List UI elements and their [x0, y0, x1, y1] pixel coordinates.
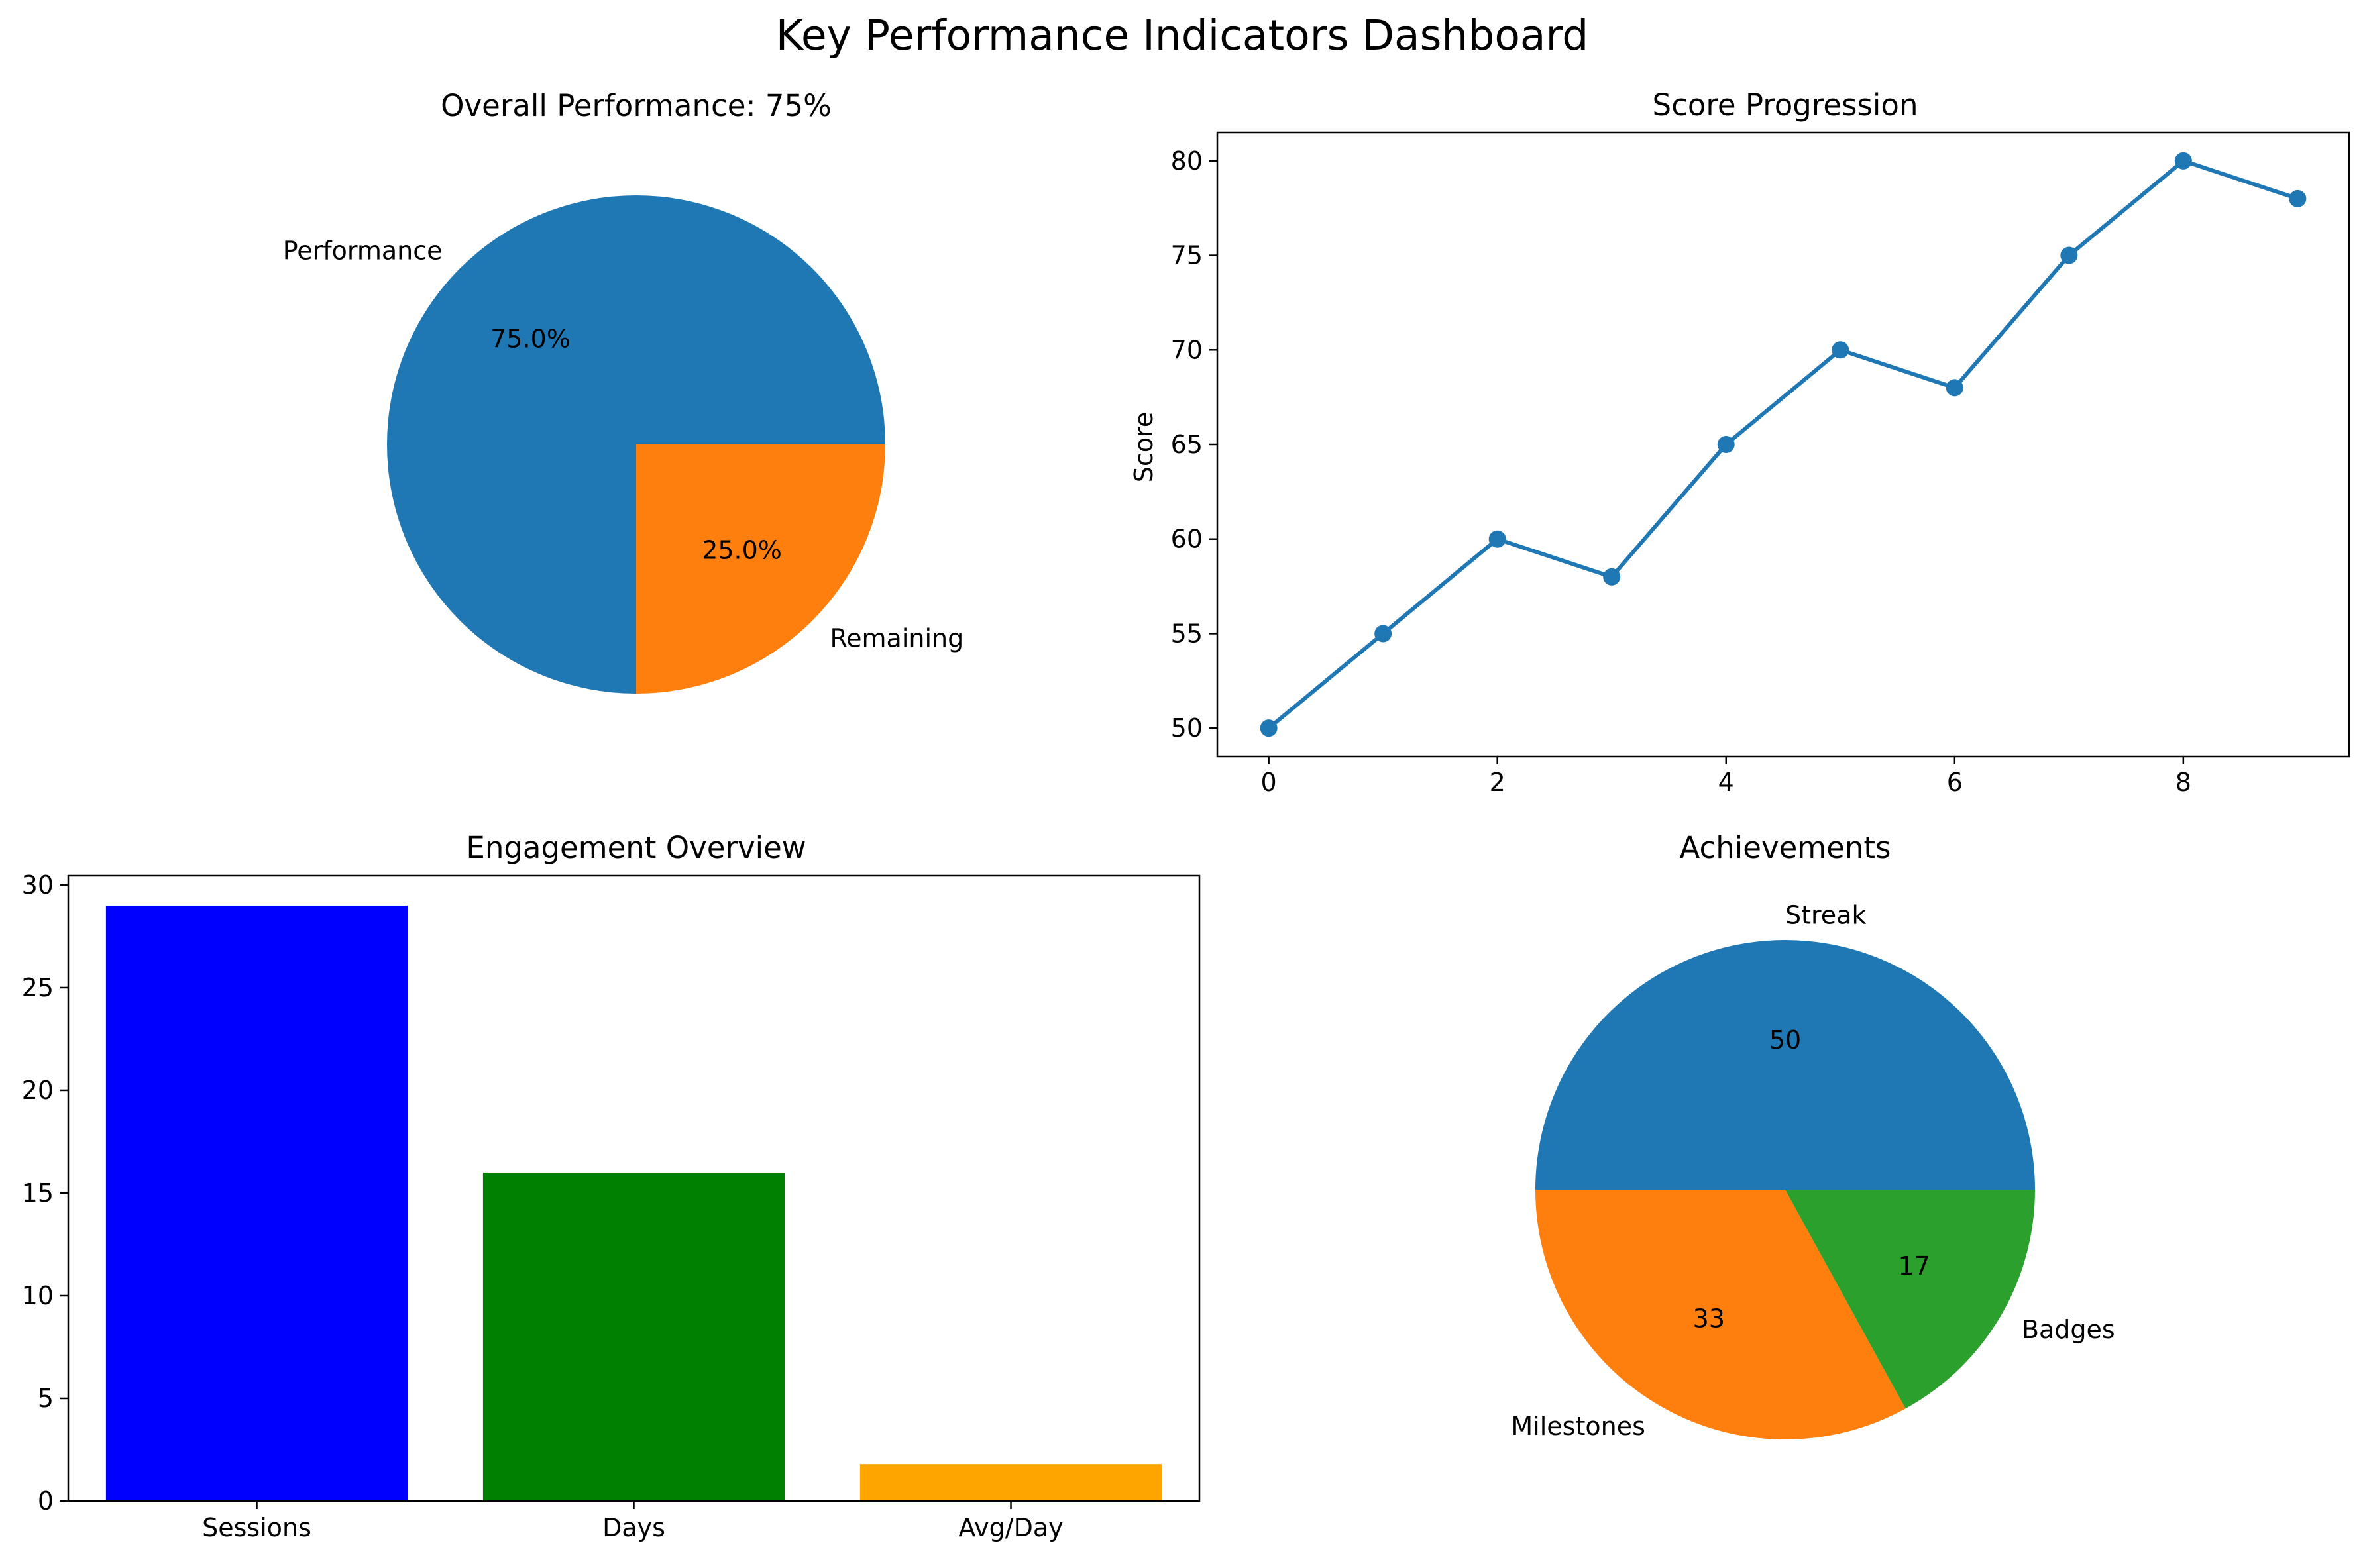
x-tick-label-days: Days — [602, 1513, 665, 1542]
score-axis-label: Score — [1129, 412, 1158, 482]
pie-label-streak: Streak — [1785, 900, 1866, 929]
score-progression-title: Score Progression — [1653, 87, 1918, 123]
overall-performance-panel: Overall Performance: 75% Performance 75.0… — [283, 88, 963, 694]
engagement-overview-panel: Engagement Overview Sessions Days Avg/Day 0… — [22, 830, 1201, 1542]
score-point — [1717, 436, 1735, 453]
pie-label-badges: Badges — [2022, 1315, 2115, 1344]
y-tick-label: 0 — [38, 1487, 54, 1516]
score-point — [1946, 379, 1963, 397]
pie-slice-remaining — [636, 444, 885, 694]
pie-value-label-milestones: 33 — [1693, 1304, 1725, 1333]
bar-days — [482, 1172, 785, 1501]
x-tick-label-sessions: Sessions — [202, 1513, 311, 1542]
y-tick-label: 65 — [1171, 430, 1203, 459]
score-point — [2174, 152, 2192, 170]
pie-label-remaining: Remaining — [830, 623, 963, 653]
achievements-title: Achievements — [1680, 830, 1891, 865]
pie-label-performance: Performance — [283, 236, 443, 266]
x-tick-label-avg-day: Avg/Day — [958, 1513, 1063, 1542]
score-point — [1260, 719, 1278, 737]
x-tick-label: 4 — [1718, 768, 1734, 797]
score-point — [2289, 189, 2307, 207]
score-line — [1266, 158, 2300, 731]
x-tick-label: 6 — [1947, 768, 1963, 797]
pie-value-label-badges: 17 — [1898, 1251, 1930, 1281]
y-tick-label: 55 — [1171, 619, 1203, 648]
score-point — [1832, 341, 1849, 359]
x-tick-label: 2 — [1490, 768, 1506, 797]
y-tick-label: 80 — [1171, 146, 1203, 176]
y-tick-label: 60 — [1171, 525, 1203, 554]
dashboard-title: Key Performance Indicators Dashboard — [776, 11, 1589, 60]
pie-label-milestones: Milestones — [1511, 1412, 1645, 1441]
x-tick-label: 0 — [1261, 768, 1277, 797]
x-tick-label: 8 — [2175, 768, 2191, 797]
y-tick-label: 15 — [22, 1178, 54, 1208]
achievements-panel: Achievements Streak 50 Milestones 33 Badges 1… — [1511, 830, 2115, 1441]
pie-value-label-streak: 50 — [1769, 1025, 1801, 1055]
y-tick-label: 50 — [1171, 713, 1203, 743]
engagement-overview-title: Engagement Overview — [466, 830, 806, 865]
pie-value-label-remaining: 25.0% — [702, 536, 782, 565]
plot-frame — [67, 874, 1201, 1502]
y-tick-label: 70 — [1171, 335, 1203, 364]
y-tick-label: 20 — [22, 1076, 54, 1105]
y-tick-label: 10 — [22, 1281, 54, 1310]
score-point — [1374, 625, 1392, 643]
y-tick-label: 75 — [1171, 241, 1203, 270]
bar-sessions — [105, 905, 408, 1501]
y-tick-label: 5 — [38, 1384, 54, 1413]
y-tick-label: 25 — [22, 973, 54, 1002]
y-tick-label: 30 — [22, 870, 54, 900]
plot-frame — [1216, 131, 2350, 758]
pie-slice-streak — [1535, 940, 2035, 1190]
score-progression-panel: Score Progression Score 50 55 60 65 70 75 80 0 2… — [1129, 87, 2350, 797]
score-point — [1488, 530, 1506, 548]
score-point — [1603, 568, 1621, 586]
bar-avg-day — [859, 1464, 1162, 1501]
pie-value-label-performance: 75.0% — [490, 324, 571, 353]
overall-performance-title: Overall Performance: 75% — [441, 88, 832, 123]
pie-slice-milestones — [1535, 1190, 1906, 1439]
score-point — [2060, 246, 2078, 264]
pie-slice-badges — [1785, 1190, 2035, 1409]
